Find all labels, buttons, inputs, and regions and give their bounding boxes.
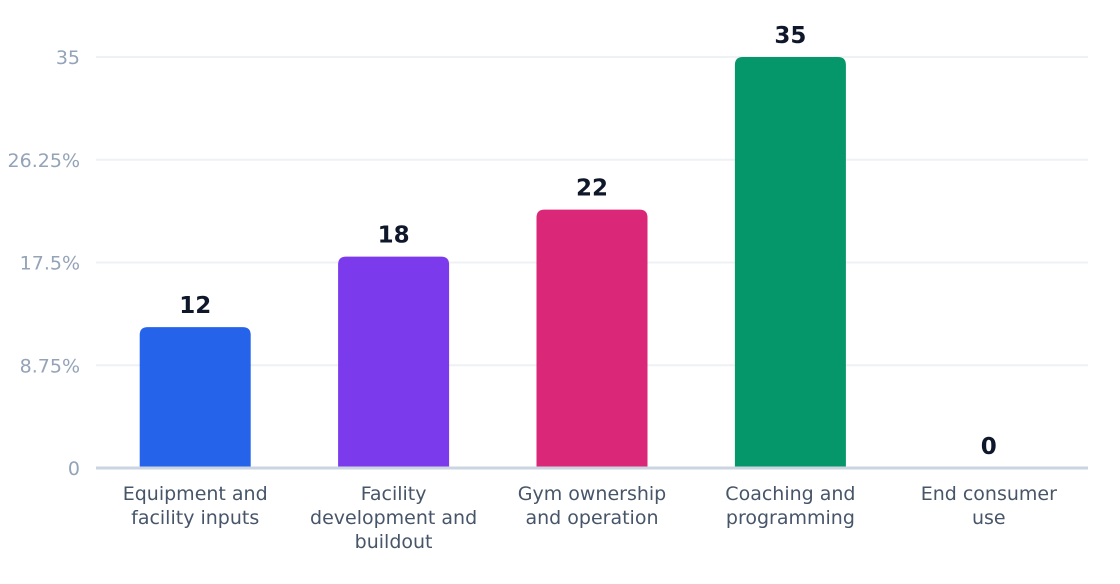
value-label: 0 [981, 434, 997, 460]
x-category-label: Gym ownership and operation [518, 483, 667, 529]
y-tick-label: 8.75% [20, 355, 80, 377]
bar [139, 327, 251, 468]
y-axis-tick-labels: 0 8.75% 17.5% 26.25% 35 [8, 47, 80, 480]
x-category-label: End consumer use [921, 483, 1057, 529]
x-category-label: Facility development and buildout [310, 483, 477, 553]
value-label: 35 [774, 23, 806, 49]
x-category-label: Equipment and facility inputs [123, 483, 268, 529]
y-tick-label: 17.5% [20, 253, 80, 275]
value-label: 18 [378, 223, 410, 249]
bar [536, 209, 648, 468]
value-label: 22 [576, 176, 608, 202]
y-tick-label: 0 [68, 458, 80, 480]
y-tick-label: 35 [56, 47, 80, 69]
x-category-label: Coaching and programming [725, 483, 855, 529]
value-label: 12 [179, 293, 211, 319]
y-tick-label: 26.25% [8, 150, 80, 172]
bar [338, 256, 450, 468]
value-labels: 12 18 22 35 0 [179, 23, 997, 460]
bars [139, 57, 846, 468]
x-axis-category-labels: Equipment and facility inputs Facility deve… [123, 483, 1057, 553]
bar [734, 57, 846, 468]
